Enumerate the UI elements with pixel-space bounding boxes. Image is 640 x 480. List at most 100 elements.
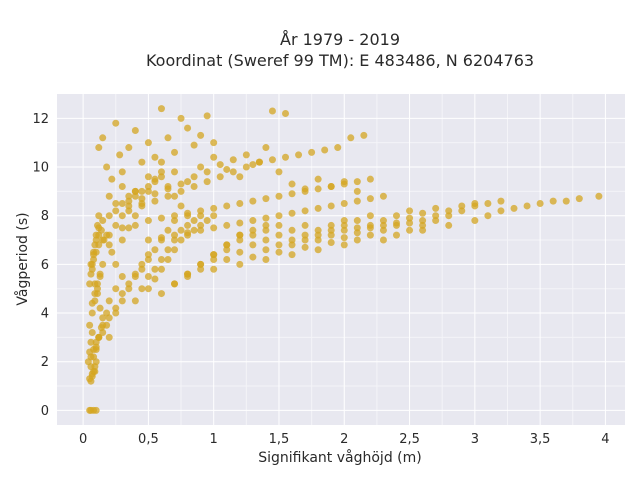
data-point <box>353 178 361 186</box>
grid-lines <box>57 94 625 425</box>
data-point <box>301 187 309 195</box>
data-point <box>314 246 322 254</box>
data-points <box>84 105 603 414</box>
data-point <box>99 314 107 322</box>
data-point <box>301 243 309 251</box>
data-point <box>131 273 139 281</box>
data-point <box>236 200 244 208</box>
x-axis-ticks: 0 0,5 1 1,5 2 2,5 3 3,5 4 <box>79 432 610 447</box>
data-point <box>151 175 159 183</box>
data-point <box>164 226 172 234</box>
y-tick-label: 10 <box>32 161 49 176</box>
data-point <box>282 109 290 117</box>
data-point <box>314 175 322 183</box>
data-point <box>184 273 192 281</box>
data-point <box>144 251 152 259</box>
data-point <box>353 197 361 205</box>
data-point <box>458 207 466 215</box>
data-point <box>86 348 94 356</box>
y-tick-label: 6 <box>41 258 49 273</box>
data-point <box>210 139 218 147</box>
data-point <box>536 200 544 208</box>
data-point <box>223 241 231 249</box>
data-point <box>144 273 152 281</box>
data-point <box>301 231 309 239</box>
data-point <box>366 212 374 220</box>
data-point <box>268 107 276 115</box>
chart-subtitle: Koordinat (Sweref 99 TM): E 483486, N 62… <box>146 51 534 70</box>
data-point <box>151 275 159 283</box>
data-point <box>164 134 172 142</box>
data-point <box>379 217 387 225</box>
data-point <box>210 224 218 232</box>
data-point <box>157 214 165 222</box>
data-point <box>327 202 335 210</box>
data-point <box>471 202 479 210</box>
data-point <box>105 231 113 239</box>
data-point <box>144 139 152 147</box>
x-tick-label: 4 <box>601 432 609 447</box>
data-point <box>177 114 185 122</box>
data-point <box>138 187 146 195</box>
data-point <box>340 226 348 234</box>
x-tick-label: 0 <box>79 432 87 447</box>
data-point <box>262 144 270 152</box>
data-point <box>288 241 296 249</box>
data-point <box>118 236 126 244</box>
data-point <box>97 324 105 332</box>
data-point <box>366 231 374 239</box>
data-point <box>157 168 165 176</box>
data-point <box>131 127 139 135</box>
data-point <box>184 124 192 132</box>
data-point <box>105 297 113 305</box>
data-point <box>184 229 192 237</box>
data-point <box>87 338 95 346</box>
data-point <box>366 195 374 203</box>
data-point <box>87 270 95 278</box>
data-point <box>118 290 126 298</box>
data-point <box>151 246 159 254</box>
data-point <box>203 168 211 176</box>
data-point <box>125 207 133 215</box>
data-point <box>177 202 185 210</box>
data-point <box>157 173 165 181</box>
data-point <box>203 112 211 120</box>
data-point <box>223 246 231 254</box>
data-point <box>138 202 146 210</box>
data-point <box>392 231 400 239</box>
data-point <box>125 197 133 205</box>
data-point <box>353 236 361 244</box>
x-tick-label: 2 <box>340 432 348 447</box>
data-point <box>262 236 270 244</box>
data-point <box>308 148 316 156</box>
data-point <box>125 144 133 152</box>
data-point <box>105 241 113 249</box>
data-point <box>99 236 107 244</box>
data-point <box>262 214 270 222</box>
data-point <box>223 256 231 263</box>
data-point <box>131 192 139 200</box>
data-point <box>108 175 116 183</box>
data-point <box>314 185 322 193</box>
data-point <box>86 321 94 329</box>
data-point <box>262 195 270 203</box>
data-point <box>131 187 139 195</box>
data-point <box>197 207 205 215</box>
data-point <box>249 226 257 234</box>
data-point <box>210 204 218 212</box>
data-point <box>392 221 400 229</box>
data-point <box>171 168 179 176</box>
data-point <box>197 212 205 220</box>
data-point <box>96 304 104 312</box>
data-point <box>157 256 165 263</box>
data-point <box>379 221 387 229</box>
data-point <box>203 178 211 186</box>
data-point <box>295 151 303 159</box>
data-point <box>151 265 159 273</box>
data-point <box>353 187 361 195</box>
data-point <box>118 168 126 176</box>
y-tick-label: 4 <box>41 307 49 322</box>
data-point <box>99 260 107 268</box>
data-point <box>275 248 283 256</box>
